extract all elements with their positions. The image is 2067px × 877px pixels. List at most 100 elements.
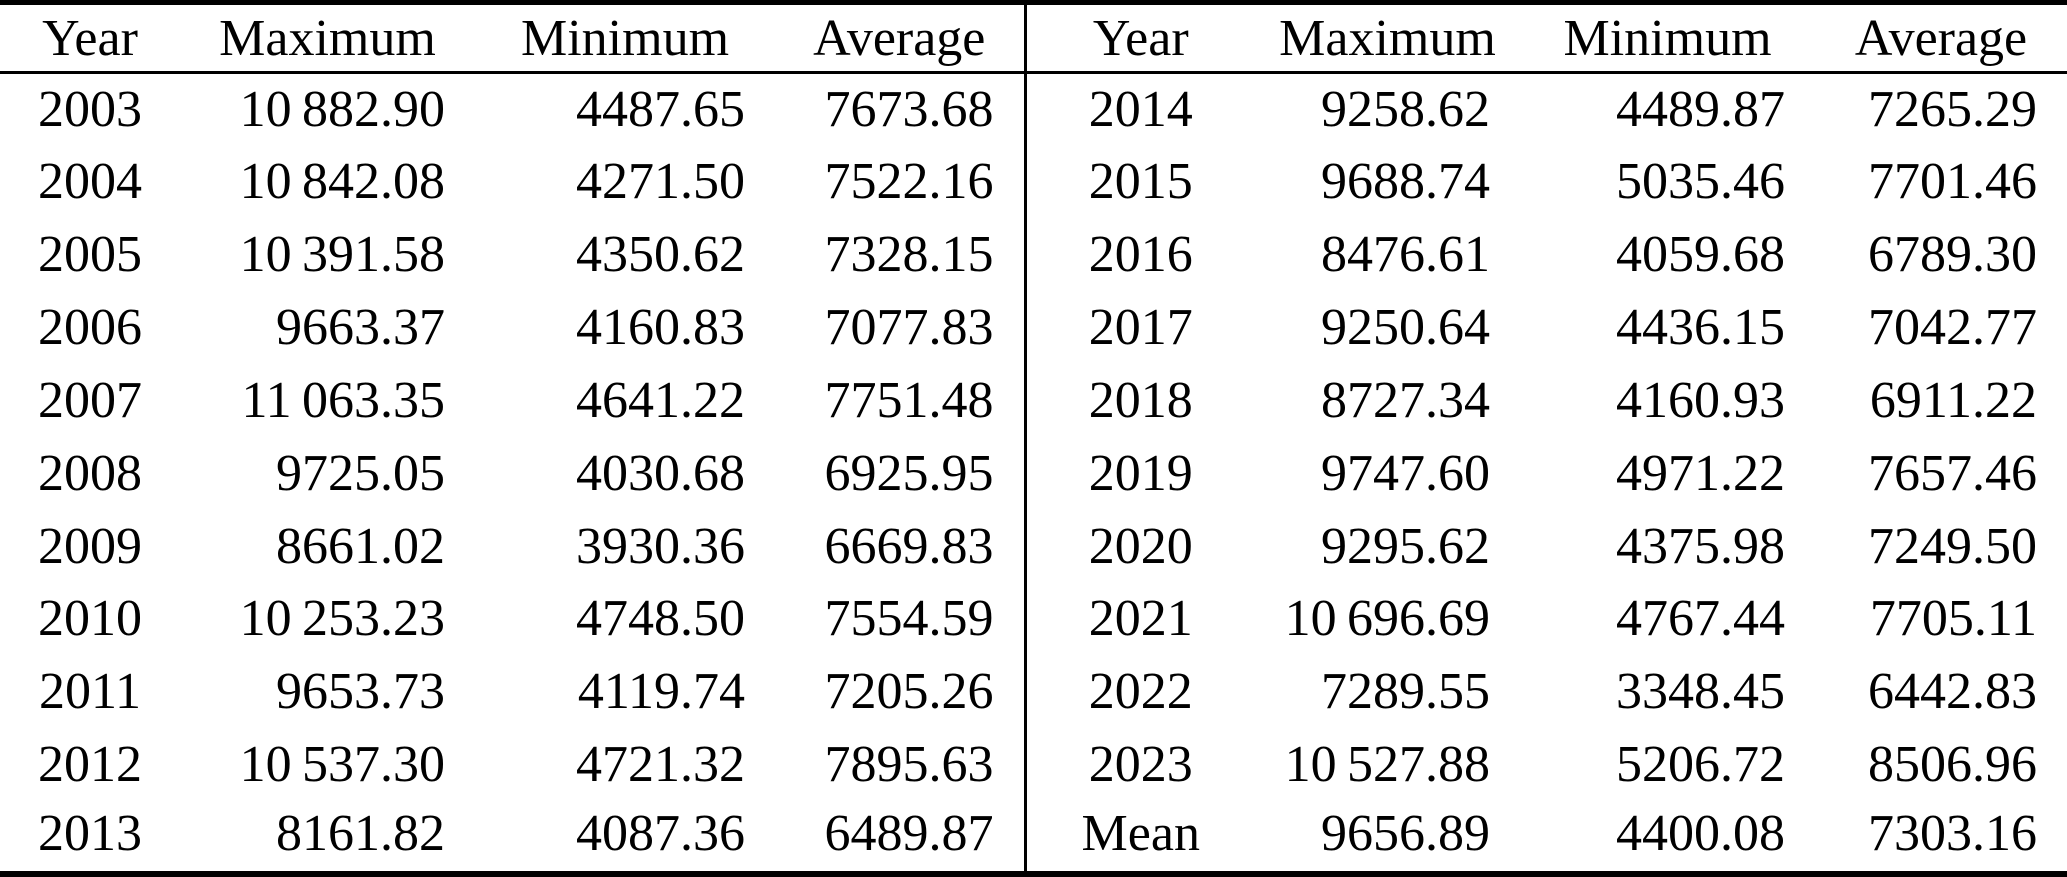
value-cell: 6925.95	[824, 444, 994, 502]
header-minimum-right: Minimum	[1563, 9, 1772, 67]
row-label-cell: 2017	[1023, 291, 1255, 364]
value-cell: 9688.74	[1321, 153, 1490, 211]
value-cell: 8506.96	[1868, 736, 2037, 794]
table-body: 2003 10 882.90 4487.65 7673.68 2014 9258.62 44…	[0, 72, 2067, 874]
table-row: 2007 11 063.35 4641.22 7751.48 2018 8727.34 41…	[0, 363, 2067, 437]
value-cell: 4375.98	[1616, 517, 1785, 575]
value-cell: 4721.32	[576, 736, 745, 794]
value-cell: 10 527.88	[1284, 736, 1490, 794]
row-label-cell: 2009	[38, 517, 142, 575]
value-cell: 7673.68	[824, 81, 994, 139]
value-cell: 4160.83	[576, 299, 745, 356]
row-label-cell: 2013	[38, 804, 142, 862]
row-label-cell: 2005	[38, 226, 142, 284]
value-cell: 8727.34	[1321, 371, 1490, 429]
value-cell: 8161.82	[276, 804, 445, 862]
value-cell: 7042.77	[1868, 299, 2037, 356]
value-cell: 4087.36	[576, 804, 745, 862]
value-cell: 10 696.69	[1284, 590, 1490, 648]
value-cell: 4400.08	[1616, 804, 1785, 862]
value-cell: 6669.83	[824, 517, 994, 575]
value-cell: 10 391.58	[239, 226, 445, 284]
table-header-row: Year Maximum Minimum Average Year Maximu…	[0, 2, 2067, 73]
value-cell: 8476.61	[1321, 226, 1490, 284]
value-cell: 4487.65	[576, 81, 745, 139]
value-cell: 7895.63	[824, 736, 994, 794]
value-cell: 4641.22	[576, 371, 745, 429]
table-row: 2005 10 391.58 4350.62 7328.15 2016 8476.61 40…	[0, 218, 2067, 292]
table-row: 2003 10 882.90 4487.65 7673.68 2014 9258.62 44…	[0, 72, 2067, 146]
table-row: 2011 9653.73 4119.74 7205.26 2022 7289.55 3348…	[0, 655, 2067, 729]
header-maximum-right: Maximum	[1279, 9, 1496, 67]
value-cell: 9656.89	[1321, 804, 1490, 862]
value-cell: 7303.16	[1868, 804, 2037, 862]
value-cell: 7554.59	[824, 590, 994, 648]
row-label-cell: 2011	[38, 663, 142, 721]
row-label-cell: 2006	[38, 299, 142, 356]
value-cell: 5206.72	[1616, 736, 1785, 794]
value-cell: 10 253.23	[239, 590, 445, 648]
value-cell: 7705.11	[1869, 590, 2037, 648]
value-cell: 10 882.90	[239, 81, 445, 139]
table-row: 2012 10 537.30 4721.32 7895.63 2023 10 527.88…	[0, 728, 2067, 802]
value-cell: 7077.83	[824, 299, 994, 356]
header-minimum-left: Minimum	[520, 9, 730, 67]
header-year-left: Year	[42, 9, 138, 67]
table-row: 2006 9663.37 4160.83 7077.83 2017 9250.64 4436…	[0, 291, 2067, 364]
value-cell: 4350.62	[576, 226, 745, 284]
value-cell: 4059.68	[1616, 226, 1785, 284]
value-cell: 4436.15	[1616, 299, 1785, 356]
value-cell: 9653.73	[276, 663, 445, 721]
value-cell: 4971.22	[1616, 444, 1785, 502]
value-cell: 7522.16	[824, 153, 994, 211]
value-cell: 4489.87	[1616, 81, 1785, 139]
value-cell: 6442.83	[1868, 663, 2037, 721]
table-row: 2004 10 842.08 4271.50 7522.16 2015 9688.74 50…	[0, 145, 2067, 219]
table-row: 2009 8661.02 3930.36 6669.83 2020 9295.62 4375…	[0, 509, 2067, 583]
value-cell: 6789.30	[1868, 226, 2037, 284]
row-label-cell: 2008	[38, 444, 142, 502]
row-label-cell: 2007	[38, 371, 142, 429]
value-cell: 5035.46	[1616, 153, 1785, 211]
header-year-right: Year	[1023, 2, 1255, 73]
header-average-right: Average	[1854, 9, 2028, 67]
row-label-cell: 2018	[1023, 363, 1255, 437]
value-cell: 9250.64	[1321, 299, 1490, 356]
value-cell: 7265.29	[1868, 81, 2037, 139]
header-average-left: Average	[813, 9, 986, 67]
value-cell: 7657.46	[1868, 444, 2037, 502]
row-label-cell: 2014	[1023, 72, 1255, 146]
row-label-cell: 2004	[38, 153, 142, 211]
value-cell: 7328.15	[824, 226, 994, 284]
value-cell: 10 537.30	[239, 736, 445, 794]
table-row: 2013 8161.82 4087.36 6489.87 Mean 9656.89 4400…	[0, 801, 2067, 874]
value-cell: 4160.93	[1616, 371, 1785, 429]
value-cell: 4119.74	[577, 663, 745, 721]
value-cell: 7751.48	[824, 371, 994, 429]
value-cell: 6911.22	[1869, 371, 2037, 429]
row-label-cell: 2010	[38, 590, 142, 648]
value-cell: 4030.68	[576, 444, 745, 502]
value-cell: 7205.26	[824, 663, 994, 721]
value-cell: 4748.50	[576, 590, 745, 648]
table-row: 2008 9725.05 4030.68 6925.95 2019 9747.60 4971…	[0, 436, 2067, 510]
value-cell: 9295.62	[1321, 517, 1490, 575]
row-label-cell: 2012	[38, 736, 142, 794]
row-label-cell: Mean	[1023, 801, 1255, 874]
row-label-cell: 2020	[1023, 509, 1255, 583]
row-label-cell: 2023	[1023, 728, 1255, 802]
value-cell: 7249.50	[1868, 517, 2037, 575]
value-cell: 9725.05	[276, 444, 445, 502]
value-cell: 8661.02	[276, 517, 445, 575]
value-cell: 3930.36	[576, 517, 745, 575]
header-maximum-left: Maximum	[219, 9, 436, 67]
value-cell: 3348.45	[1616, 663, 1785, 721]
row-label-cell: 2016	[1023, 218, 1255, 292]
value-cell: 9663.37	[276, 299, 445, 356]
row-label-cell: 2021	[1023, 582, 1255, 656]
value-cell: 10 842.08	[239, 153, 445, 211]
row-label-cell: 2022	[1023, 655, 1255, 729]
row-label-cell: 2019	[1023, 436, 1255, 510]
